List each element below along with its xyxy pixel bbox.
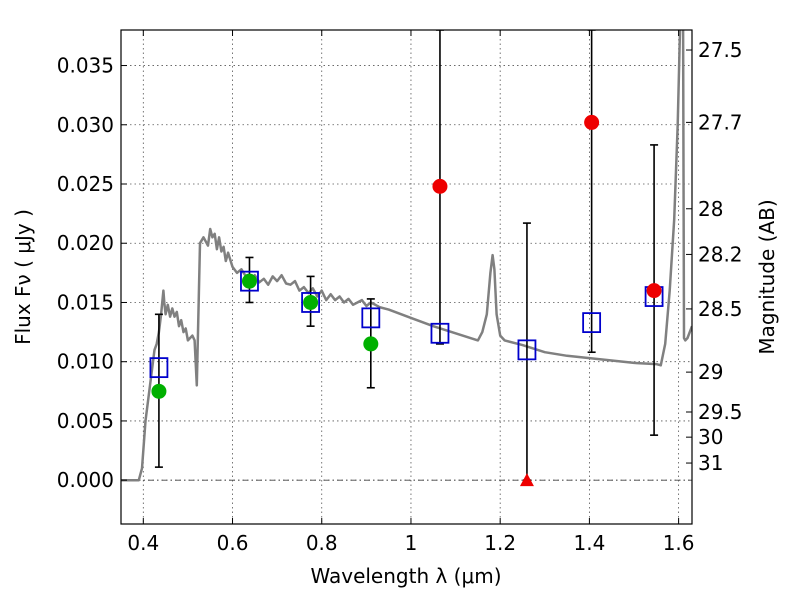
model-flux-square bbox=[361, 307, 381, 329]
magnitude-tick-label: 30 bbox=[698, 425, 723, 449]
model-flux-square bbox=[240, 270, 259, 292]
x-tick-label: 0.4 bbox=[127, 531, 159, 555]
model-sed-line bbox=[121, 30, 692, 482]
y-tick-labels: 0.000 0.005 0.010 0.015 0.020 0.025 0.030 0.035 bbox=[57, 54, 114, 493]
magnitude-tick-label: 29 bbox=[698, 360, 723, 384]
magnitude-tick-label: 27.7 bbox=[698, 110, 743, 134]
magnitude-tick-label: 27.5 bbox=[698, 38, 743, 62]
detection-point bbox=[303, 294, 319, 310]
magnitude-tick-label: 28.2 bbox=[698, 242, 743, 266]
nondetection-point bbox=[584, 114, 600, 130]
magnitude-tick-label: 28.5 bbox=[698, 297, 743, 321]
x-tick-label: 1.4 bbox=[573, 531, 605, 555]
detection-point bbox=[363, 336, 379, 352]
magnitude-tick-label: 29.5 bbox=[698, 400, 743, 424]
detection-point bbox=[151, 383, 167, 399]
y-tick-label: 0.000 bbox=[57, 468, 114, 492]
y-tick-label: 0.030 bbox=[57, 113, 114, 137]
model-flux-square bbox=[582, 312, 602, 334]
x-tick-label: 0.6 bbox=[217, 531, 249, 555]
detection-point bbox=[241, 273, 257, 289]
y-tick-label: 0.005 bbox=[57, 409, 114, 433]
plot-background bbox=[121, 30, 692, 524]
y-tick-label: 0.035 bbox=[57, 54, 114, 78]
y-tick-label: 0.025 bbox=[57, 172, 114, 196]
magnitude-tick-label: 31 bbox=[698, 451, 723, 475]
x-tick-label: 1.2 bbox=[484, 531, 516, 555]
axis-ticks bbox=[121, 30, 692, 524]
plot-frame bbox=[120, 29, 693, 525]
magnitude-tick-label: 28 bbox=[698, 197, 723, 221]
x-tick-label: 1 bbox=[405, 531, 418, 555]
model-flux-square bbox=[149, 357, 169, 379]
model-sed bbox=[121, 30, 692, 482]
y-tick-label: 0.015 bbox=[57, 290, 114, 314]
x-axis-label: Wavelength λ (μm) bbox=[310, 564, 501, 588]
x-tick-labels: 0.4 0.6 0.8 1 1.2 1.4 1.6 bbox=[127, 531, 694, 555]
x-tick-label: 0.8 bbox=[306, 531, 338, 555]
y-tick-label: 0.010 bbox=[57, 350, 114, 374]
model-flux-square bbox=[517, 339, 537, 361]
model-flux-square bbox=[301, 292, 320, 313]
data-markers bbox=[149, 114, 664, 487]
x-tick-label: 1.6 bbox=[663, 531, 695, 555]
upper-limit-triangle bbox=[519, 473, 534, 487]
nondetection-point bbox=[432, 178, 448, 194]
y-axis-label: Flux Fν ( μJy ) bbox=[11, 209, 35, 345]
y2-axis-label: Magnitude (AB) bbox=[755, 199, 779, 354]
y-tick-label: 0.020 bbox=[57, 231, 114, 255]
nondetection-point bbox=[646, 283, 662, 299]
model-flux-square bbox=[430, 322, 450, 344]
